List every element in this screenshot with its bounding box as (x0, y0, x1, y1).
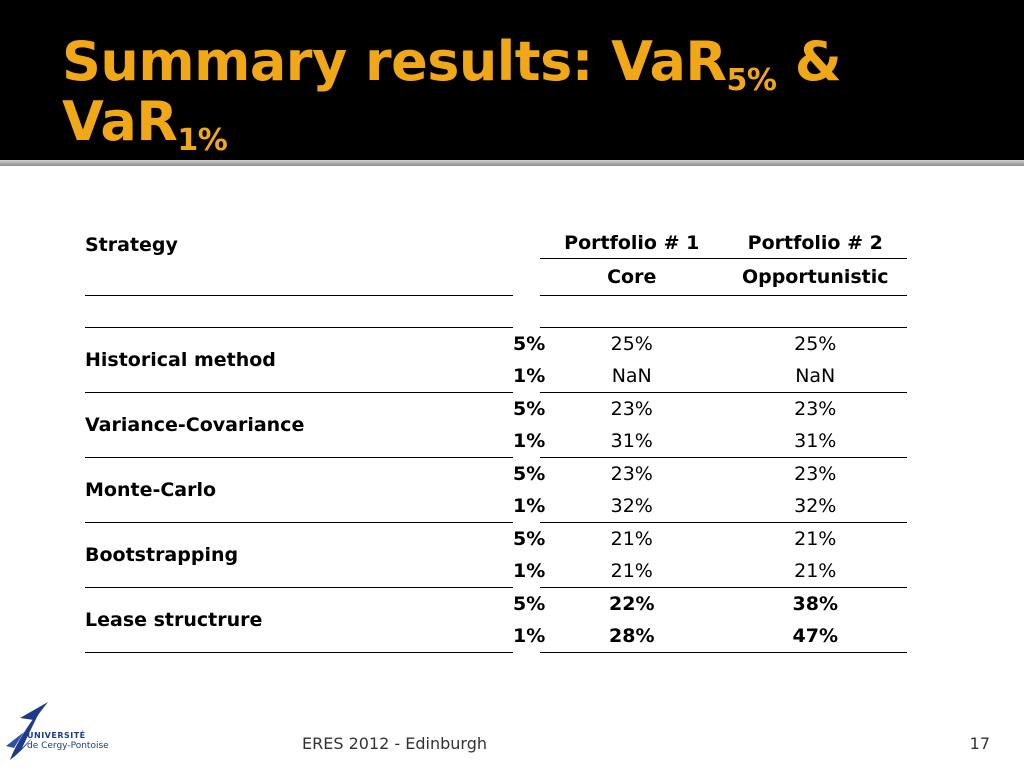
title-text-var2: VaR (62, 90, 178, 153)
portfolio-table: Portfolio # 1 Portfolio # 2 Core Opportu… (540, 227, 907, 653)
value-cell: 38% (792, 593, 838, 615)
value-cell: 47% (723, 620, 907, 653)
method-bootstrapping: Bootstrapping (85, 522, 238, 588)
level-cell: 1% (513, 495, 546, 517)
level-cell: 1% (513, 365, 546, 387)
value-cell: 25% (610, 333, 653, 355)
strategy-table: Strategy Historical method 5% 1% Varianc… (85, 227, 546, 653)
value-cell: 21% (540, 555, 724, 588)
page-number: 17 (969, 734, 990, 753)
value-cell: 23% (610, 463, 653, 485)
footer-event: ERES 2012 - Edinburgh (302, 734, 487, 753)
portfolio-1-header: Portfolio # 1 (540, 227, 724, 259)
slide-title: Summary results: VaR5% & VaR1% (62, 30, 962, 156)
level-cell: 5% (191, 392, 545, 425)
level-cell: 5% (191, 457, 545, 490)
level-cell: 1% (191, 620, 545, 653)
value-cell: 23% (610, 398, 653, 420)
value-cell: 31% (540, 425, 724, 458)
logo-line-universite: UNIVERSITÉ (27, 731, 86, 740)
logo-line-cergy: de Cergy-Pontoise (27, 741, 109, 751)
level-cell: 1% (513, 430, 546, 452)
title-subscript-5: 5% (726, 63, 777, 98)
portfolio-2-type: Opportunistic (723, 258, 907, 296)
level-cell: 5% (191, 587, 545, 620)
title-ampersand: & (776, 30, 842, 93)
portfolio-2-header: Portfolio # 2 (723, 227, 907, 259)
value-cell: 31% (723, 425, 907, 458)
method-monte-carlo: Monte-Carlo (85, 457, 216, 523)
slide-header (0, 0, 1024, 160)
title-subscript-1: 1% (177, 123, 228, 158)
value-cell: 25% (794, 333, 837, 355)
value-cell: 21% (794, 528, 837, 550)
value-cell: 22% (609, 593, 655, 615)
method-historical: Historical method (85, 349, 276, 371)
value-cell: 23% (794, 463, 837, 485)
method-lease-structure: Lease structrure (85, 587, 262, 653)
value-cell: 21% (610, 528, 653, 550)
value-cell: 23% (794, 398, 837, 420)
value-cell: 28% (540, 620, 724, 653)
value-cell: NaN (723, 360, 907, 393)
value-cell: 32% (540, 490, 724, 523)
strategy-header: Strategy (85, 234, 178, 256)
university-logo-text: UNIVERSITÉ de Cergy-Pontoise (27, 730, 109, 752)
title-text-var: Summary results: VaR (62, 30, 727, 93)
header-divider (0, 160, 1024, 166)
method-variance-covariance: Variance-Covariance (85, 392, 304, 458)
portfolio-1-type: Core (540, 258, 724, 296)
level-cell: 5% (191, 522, 545, 555)
value-cell: 21% (723, 555, 907, 588)
level-cell: 5% (513, 333, 546, 355)
value-cell: 32% (723, 490, 907, 523)
level-cell: 1% (513, 560, 546, 582)
value-cell: NaN (540, 360, 724, 393)
university-logo-icon (6, 702, 48, 760)
